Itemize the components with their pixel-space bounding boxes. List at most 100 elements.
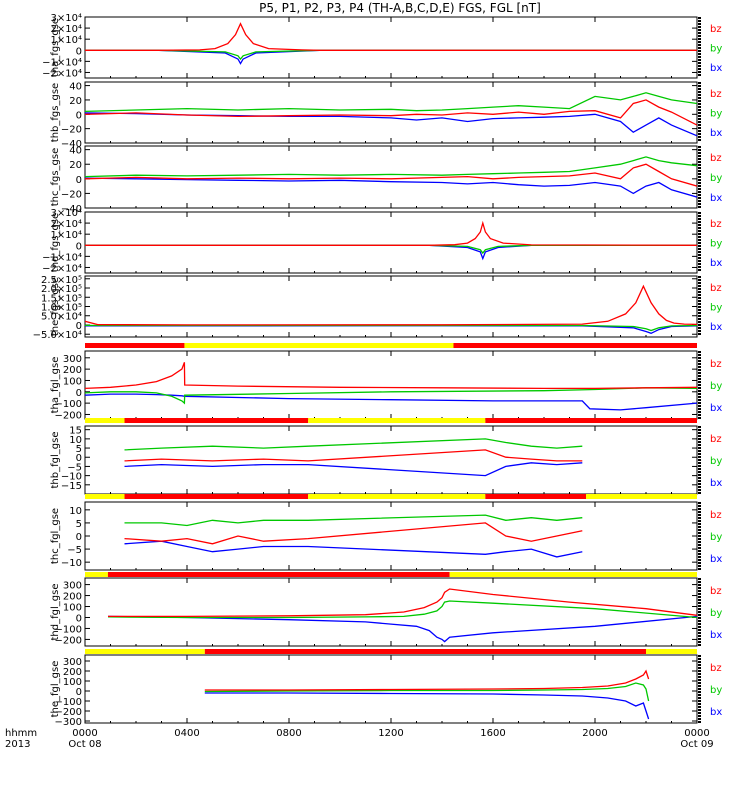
time-tick-label: 0000: [684, 728, 709, 739]
y-tick-label: 0: [76, 388, 82, 399]
bz-series-line: [85, 220, 697, 246]
y-tick-label: −1×10⁴: [42, 57, 82, 68]
y-tick-label: 1×10⁴: [51, 230, 82, 241]
panel-ylabel: thc_fgl_gse: [50, 508, 61, 564]
panel-frame: [84, 16, 698, 79]
y-tick-label: 200: [63, 592, 82, 603]
by-series-line: [85, 92, 697, 113]
mode-segment-slow: [85, 649, 205, 654]
legend-bx: bx: [710, 322, 722, 333]
bz-series-line: [124, 449, 583, 462]
y-tick-label: −100: [55, 697, 82, 708]
y-tick-label: −40: [61, 204, 82, 215]
date-label-start: Oct 08: [68, 739, 101, 750]
mode-bar-stack: [85, 343, 697, 654]
legend-bz: bz: [710, 510, 722, 521]
y-tick-label: 0: [76, 321, 82, 332]
y-tick-label: −2×10⁴: [42, 68, 82, 79]
mode-segment-fast: [107, 572, 450, 577]
panel-ylabel: tha_fgl_gse: [50, 357, 61, 414]
bz-series-line: [204, 669, 650, 691]
legend-bz: bz: [710, 434, 722, 445]
legend-by: by: [710, 532, 722, 543]
by-series-line: [85, 387, 697, 405]
bx-series-line: [85, 177, 697, 198]
bx-series-line: [85, 244, 697, 261]
legend-by: by: [710, 44, 722, 55]
legend-bx: bx: [710, 193, 722, 204]
legend-bx: bx: [710, 630, 722, 641]
mode-segment-slow: [184, 343, 454, 348]
legend-bx: bx: [710, 554, 722, 565]
y-tick-label: −5: [67, 545, 82, 556]
date-label-end: Oct 09: [680, 739, 713, 750]
y-tick-label: 3×10⁴: [51, 208, 82, 219]
panel-ylabel: thc_fgs_gse: [50, 148, 61, 207]
mode-segment-slow: [85, 572, 108, 577]
time-tick-label: 0400: [174, 728, 199, 739]
mode-segment-slow: [308, 494, 486, 499]
y-tick-label: 200: [63, 365, 82, 376]
panel-ylabel: the_fgs_gse: [50, 277, 61, 336]
legend-bx: bx: [710, 63, 722, 74]
y-tick-label: −10: [61, 558, 82, 569]
panel-edge-marks: [698, 351, 701, 419]
legend-bz: bz: [710, 24, 722, 35]
y-tick-label: −100: [55, 624, 82, 635]
bz-series-line: [108, 588, 697, 618]
y-tick-label: 2×10⁴: [51, 219, 82, 230]
mode-segment-fast: [124, 418, 309, 423]
legend-by: by: [710, 608, 722, 619]
y-tick-label: −300: [55, 717, 82, 728]
y-tick-label: 300: [63, 354, 82, 365]
panel-frame: [84, 211, 698, 274]
y-tick-label: 100: [63, 376, 82, 387]
time-axis-footer: hhmm 2013 0000 0400 0800 1200 1600 2000 0000Oc…: [5, 728, 714, 750]
y-tick-label: −200: [55, 410, 82, 421]
panel-edge-marks: [698, 17, 701, 76]
time-tick-label: 1600: [480, 728, 505, 739]
mode-segment-fast: [204, 649, 646, 654]
mode-segment-slow: [308, 418, 486, 423]
panel-frame: [84, 145, 698, 209]
panel-5: 2.5×10⁵2.0×10⁵1.5×10⁵1.0×10⁵5.0×10⁴0−5.0…: [33, 275, 723, 341]
y-tick-label: 5: [76, 519, 82, 530]
mode-bar-3: [85, 494, 697, 499]
bx-series-line: [124, 540, 583, 558]
legend-bz: bz: [710, 89, 722, 100]
y-tick-label: 0: [76, 175, 82, 186]
mode-segment-slow: [449, 572, 697, 577]
bz-series-line: [85, 22, 697, 51]
time-tick-label: 2000: [582, 728, 607, 739]
bx-series-line: [204, 692, 650, 720]
legend-by: by: [710, 239, 722, 250]
y-tick-label: 5.0×10⁴: [41, 312, 82, 323]
y-tick-label: 20: [69, 96, 82, 107]
y-tick-label: 300: [63, 581, 82, 592]
y-tick-label: −5: [67, 462, 82, 473]
y-tick-label: 10: [69, 506, 82, 517]
legend-bx: bx: [710, 128, 722, 139]
time-tick-label: 1200: [378, 728, 403, 739]
panel-edge-marks: [698, 578, 701, 646]
y-tick-label: 0: [76, 110, 82, 121]
bx-series-line: [107, 615, 697, 643]
y-tick-label: 0: [76, 46, 82, 57]
year-label: 2013: [5, 739, 30, 750]
panel-frame: [84, 501, 698, 571]
legend-by: by: [710, 685, 722, 696]
y-tick-label: −40: [61, 139, 82, 150]
panel-ylabel: thb_fgs_gse: [50, 83, 61, 142]
y-tick-label: −10: [61, 472, 82, 483]
panel-ylabel: thb_fgl_gse: [50, 432, 61, 489]
by-series-line: [85, 244, 697, 255]
by-series-line: [107, 600, 697, 619]
panel-ylabel: thd_fgl_gse: [50, 584, 61, 641]
y-tick-label: 40: [69, 82, 82, 93]
mode-bar-4: [85, 572, 697, 577]
